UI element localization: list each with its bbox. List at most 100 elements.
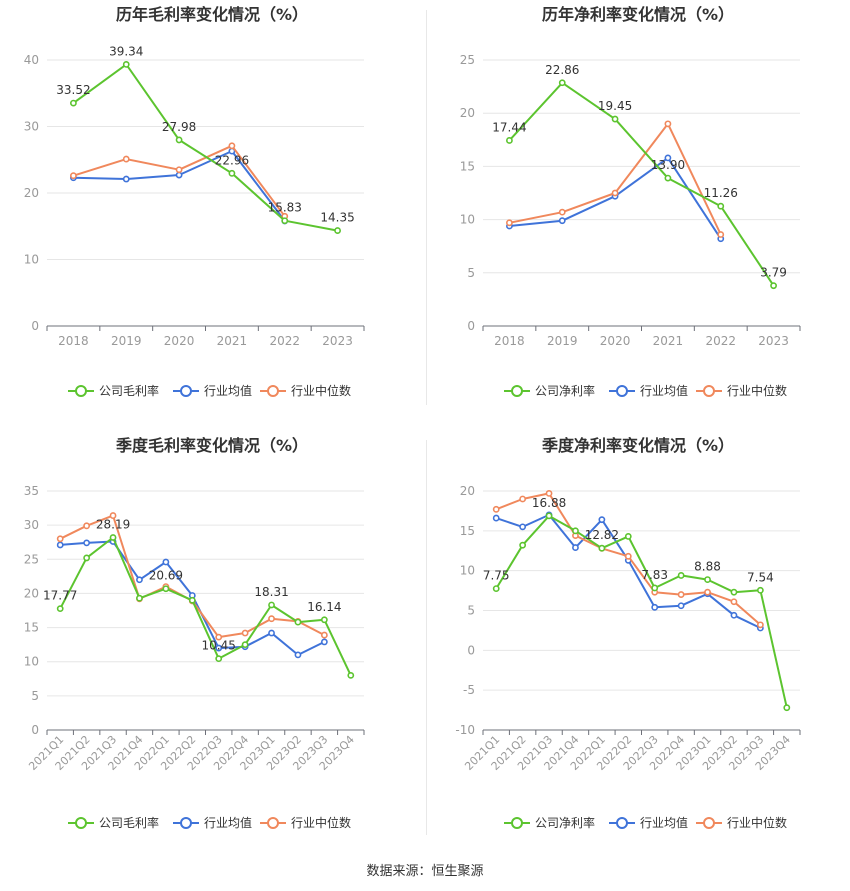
legend-swatch-marker xyxy=(75,385,87,397)
data-point-avg xyxy=(162,558,170,566)
data-point-median xyxy=(704,588,711,596)
data-point-company xyxy=(572,527,579,535)
data-point-company xyxy=(558,79,566,87)
x-tick-label: 2019 xyxy=(547,334,578,348)
data-point-median xyxy=(664,120,672,128)
data-point-company xyxy=(717,202,725,210)
chart-title: 历年净利率变化情况（%） xyxy=(542,5,734,24)
x-tick-label: 2022 xyxy=(705,334,736,348)
series-line-median xyxy=(59,514,325,639)
series-line-company xyxy=(72,63,338,232)
chart-4: 季度净利率变化情况（%）-10-5051015202021Q12021Q2202… xyxy=(455,436,801,830)
data-point-avg xyxy=(320,638,328,646)
data-point-median xyxy=(611,189,619,197)
data-point-median xyxy=(122,155,130,163)
y-tick-label: 30 xyxy=(24,518,39,532)
y-tick-label: 0 xyxy=(467,643,475,657)
y-tick-label: 30 xyxy=(24,120,39,134)
series-line-company xyxy=(59,536,352,676)
data-point-median xyxy=(730,598,738,606)
y-tick-label: 0 xyxy=(31,723,39,737)
y-tick-label: 25 xyxy=(24,552,39,566)
y-tick-label: -10 xyxy=(455,723,475,737)
legend-swatch-marker xyxy=(616,817,628,829)
y-tick-label: 10 xyxy=(460,564,475,578)
legend-label: 行业中位数 xyxy=(727,815,787,830)
legend-swatch-marker xyxy=(511,385,523,397)
y-tick-label: 10 xyxy=(460,213,475,227)
data-label: 20.69 xyxy=(149,569,183,583)
data-point-company xyxy=(651,584,659,592)
data-point-median xyxy=(109,512,117,519)
data-label: 17.77 xyxy=(43,589,77,603)
data-point-company xyxy=(677,572,685,579)
data-point-avg xyxy=(215,644,223,652)
y-tick-label: 40 xyxy=(24,53,39,67)
data-point-avg xyxy=(651,603,659,611)
data-point-median xyxy=(717,231,725,238)
data-point-median xyxy=(558,208,566,216)
legend-label: 行业均值 xyxy=(204,383,252,398)
data-label: 13.90 xyxy=(651,158,685,172)
y-tick-label: 20 xyxy=(460,106,475,120)
data-point-avg xyxy=(492,514,500,522)
legend-label: 公司净利率 xyxy=(535,815,595,830)
series-line-median xyxy=(73,144,286,217)
data-point-avg xyxy=(268,629,275,637)
data-point-median xyxy=(492,505,500,513)
data-point-company xyxy=(294,618,302,626)
chart-title: 季度毛利率变化情况（%） xyxy=(115,436,308,455)
x-tick-label: 2021 xyxy=(217,334,248,348)
legend-swatch-marker xyxy=(267,817,279,829)
data-point-median xyxy=(677,591,685,598)
legend-label: 行业中位数 xyxy=(291,815,351,830)
data-point-company xyxy=(175,136,183,144)
data-label: 18.31 xyxy=(254,585,288,599)
data-point-median xyxy=(83,522,91,530)
data-point-avg xyxy=(136,576,143,584)
series-line-avg xyxy=(73,150,286,222)
x-tick-label: 2018 xyxy=(494,334,525,348)
data-point-company xyxy=(756,586,764,594)
chart-title: 季度净利率变化情况（%） xyxy=(541,436,734,455)
data-label: 16.88 xyxy=(532,496,566,510)
y-tick-label: 10 xyxy=(24,253,39,267)
data-label: 8.88 xyxy=(694,560,721,574)
vertical-divider xyxy=(426,440,427,835)
x-tick-label: 2020 xyxy=(600,334,631,348)
y-tick-label: 5 xyxy=(467,604,475,618)
data-point-avg xyxy=(83,539,91,547)
x-tick-label: 2023 xyxy=(322,334,353,348)
y-tick-label: 20 xyxy=(460,484,475,498)
data-source-footer: 数据来源：恒生聚源 xyxy=(0,860,850,879)
vertical-divider xyxy=(426,10,427,405)
data-point-company xyxy=(136,594,143,602)
series-line-company xyxy=(495,514,788,708)
data-point-median xyxy=(756,621,764,629)
data-label: 17.44 xyxy=(492,120,526,134)
data-point-company xyxy=(704,576,711,583)
legend-swatch-marker xyxy=(703,385,715,397)
data-label: 10.45 xyxy=(202,639,236,653)
data-point-company xyxy=(162,585,170,593)
data-point-avg xyxy=(122,175,130,183)
data-point-company xyxy=(624,533,632,540)
legend-swatch-marker xyxy=(75,817,87,829)
data-point-company xyxy=(122,60,130,68)
y-tick-label: 0 xyxy=(31,319,39,333)
legend-label: 公司毛利率 xyxy=(99,383,159,398)
data-label: 7.83 xyxy=(641,568,668,582)
data-point-avg xyxy=(175,171,183,179)
legend-label: 行业中位数 xyxy=(291,383,351,398)
y-tick-label: 35 xyxy=(24,484,39,498)
data-label: 11.26 xyxy=(704,186,738,200)
data-point-company xyxy=(215,655,223,663)
footer-source: 恒生聚源 xyxy=(431,864,484,879)
data-label: 16.14 xyxy=(307,600,341,614)
chart-title: 历年毛利率变化情况（%） xyxy=(116,5,308,24)
legend-label: 公司毛利率 xyxy=(99,815,159,830)
y-tick-label: 15 xyxy=(460,524,475,538)
data-point-company xyxy=(241,641,249,649)
legend-swatch-marker xyxy=(180,385,192,397)
